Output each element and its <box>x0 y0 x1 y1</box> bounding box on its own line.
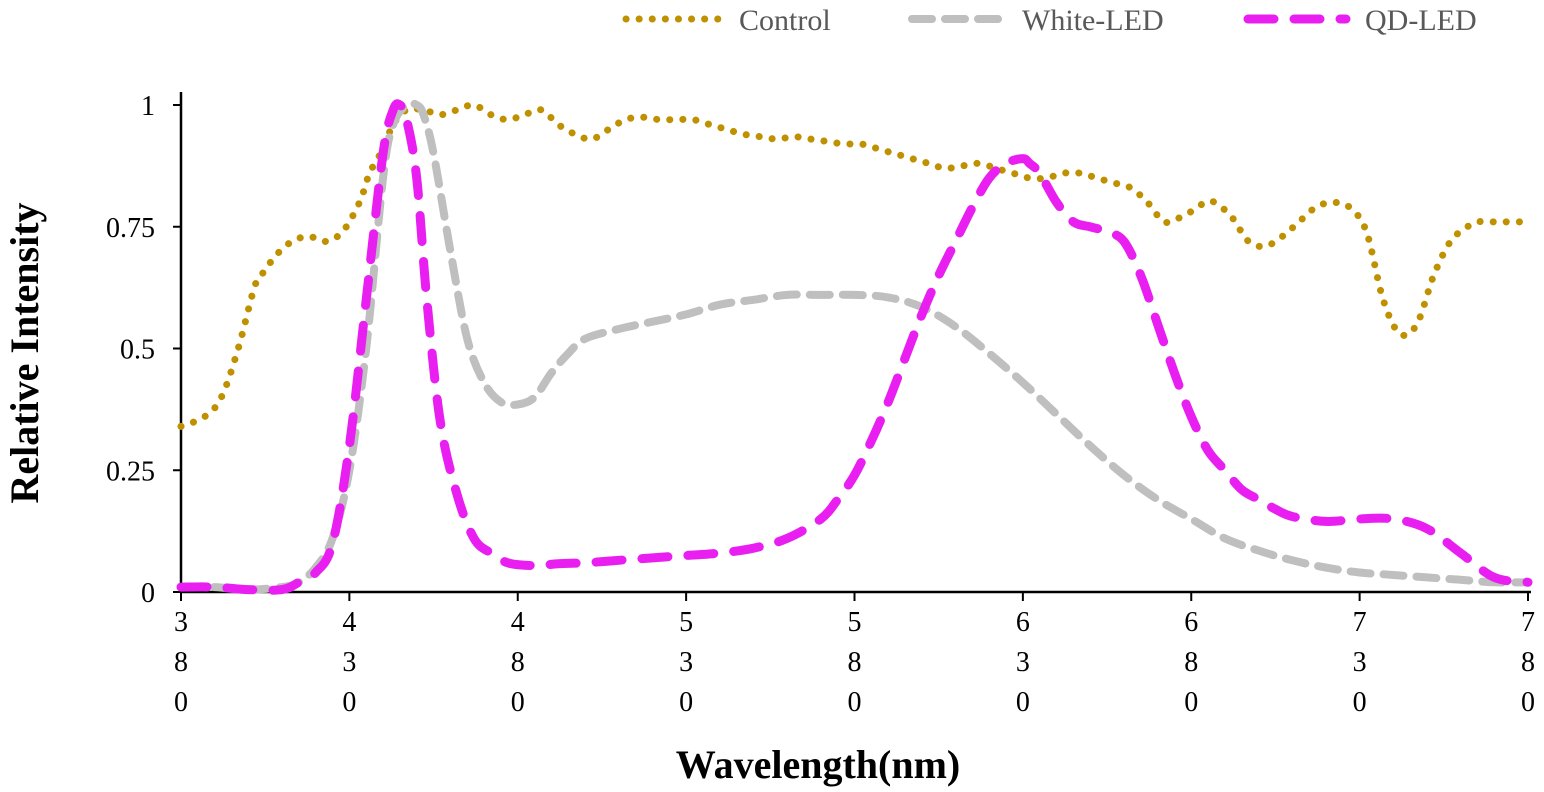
x-tick-digit: 5 <box>679 607 693 638</box>
legend: Control White-LED QD-LED <box>622 4 1477 37</box>
y-axis-title: Relative Intensity <box>2 202 47 503</box>
x-tick-digit: 0 <box>342 687 356 718</box>
x-tick-digit: 0 <box>174 687 188 718</box>
x-tick-label: 4 8 0 <box>511 607 525 718</box>
x-tick-label: 7 8 0 <box>1521 607 1535 718</box>
x-tick-digit: 6 <box>1184 607 1198 638</box>
y-tick-label: 1 <box>141 91 155 122</box>
x-tick-digit: 3 <box>342 647 356 678</box>
x-tick-digit: 7 <box>1353 607 1367 638</box>
x-tick-label: 5 8 0 <box>848 607 862 718</box>
x-tick-digit: 0 <box>511 687 525 718</box>
x-tick-label: 5 3 0 <box>679 607 693 718</box>
y-tick-label: 0 <box>141 578 155 609</box>
y-ticks: 0 0.25 0.5 0.75 1 <box>106 91 181 609</box>
x-tick-digit: 0 <box>679 687 693 718</box>
legend-label-control: Control <box>739 4 831 37</box>
series-line-qd-led <box>176 99 1533 595</box>
y-tick-label: 0.75 <box>106 213 155 244</box>
x-tick-digit: 0 <box>1521 687 1535 718</box>
x-tick-digit: 6 <box>1016 607 1030 638</box>
legend-label-qd-led: QD-LED <box>1365 4 1477 37</box>
x-tick-digit: 0 <box>848 687 862 718</box>
x-axis-title: Wavelength(nm) <box>676 742 960 787</box>
x-tick-digit: 0 <box>1353 687 1367 718</box>
x-tick-digit: 8 <box>1521 647 1535 678</box>
x-tick-digit: 3 <box>679 647 693 678</box>
x-tick-digit: 4 <box>511 607 525 638</box>
x-tick-digit: 8 <box>511 647 525 678</box>
x-tick-digit: 8 <box>848 647 862 678</box>
x-tick-digit: 0 <box>1016 687 1030 718</box>
x-tick-label: 3 8 0 <box>174 607 188 718</box>
y-tick-label: 0.5 <box>120 335 155 366</box>
x-tick-label: 7 3 0 <box>1353 607 1367 718</box>
x-tick-digit: 8 <box>174 647 188 678</box>
series-line-white-led <box>177 99 1532 594</box>
x-tick-digit: 8 <box>1184 647 1198 678</box>
x-tick-digit: 3 <box>174 607 188 638</box>
x-tick-label: 6 8 0 <box>1184 607 1198 718</box>
x-tick-digit: 3 <box>1353 647 1367 678</box>
x-tick-digit: 5 <box>848 607 862 638</box>
x-tick-digit: 7 <box>1521 607 1535 638</box>
legend-label-white-led: White-LED <box>1022 4 1164 37</box>
series-layer <box>176 99 1533 595</box>
y-tick-label: 0.25 <box>106 456 155 487</box>
x-tick-digit: 0 <box>1184 687 1198 718</box>
x-tick-label: 4 3 0 <box>342 607 356 718</box>
x-tick-label: 6 3 0 <box>1016 607 1030 718</box>
x-ticks: 3 8 0 4 3 0 4 8 0 5 3 0 5 8 0 6 3 0 6 8 0 7 3 0 7 8 0 <box>174 592 1535 718</box>
x-tick-digit: 4 <box>342 607 356 638</box>
x-tick-digit: 3 <box>1016 647 1030 678</box>
